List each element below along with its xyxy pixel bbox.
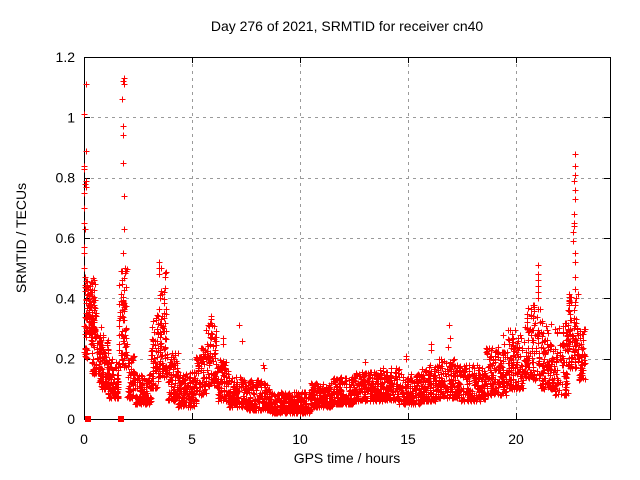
- x-axis-label: GPS time / hours: [293, 450, 401, 466]
- x-tick-label: 20: [508, 431, 524, 447]
- y-tick-label: 0.2: [56, 351, 76, 367]
- y-axis-label: SRMTID / TECUs: [13, 182, 29, 294]
- chart-title: Day 276 of 2021, SRMTID for receiver cn4…: [210, 18, 484, 34]
- y-tick-label: 1.2: [56, 49, 76, 65]
- zero-value-marker: [85, 416, 91, 422]
- plot-border: [84, 57, 611, 420]
- y-tick-label: 0: [67, 411, 75, 427]
- x-tick-label: 0: [80, 431, 88, 447]
- x-tick-label: 5: [188, 431, 196, 447]
- y-tick-label: 0.8: [56, 170, 76, 186]
- zero-value-marker: [118, 416, 124, 422]
- x-tick-label: 10: [292, 431, 308, 447]
- x-tick-label: 15: [400, 431, 416, 447]
- y-tick-label: 0.6: [56, 230, 76, 246]
- y-tick-label: 0.4: [56, 290, 76, 306]
- y-tick-label: 1: [67, 109, 75, 125]
- gridlines: [84, 57, 610, 419]
- scatter-points: [81, 75, 589, 417]
